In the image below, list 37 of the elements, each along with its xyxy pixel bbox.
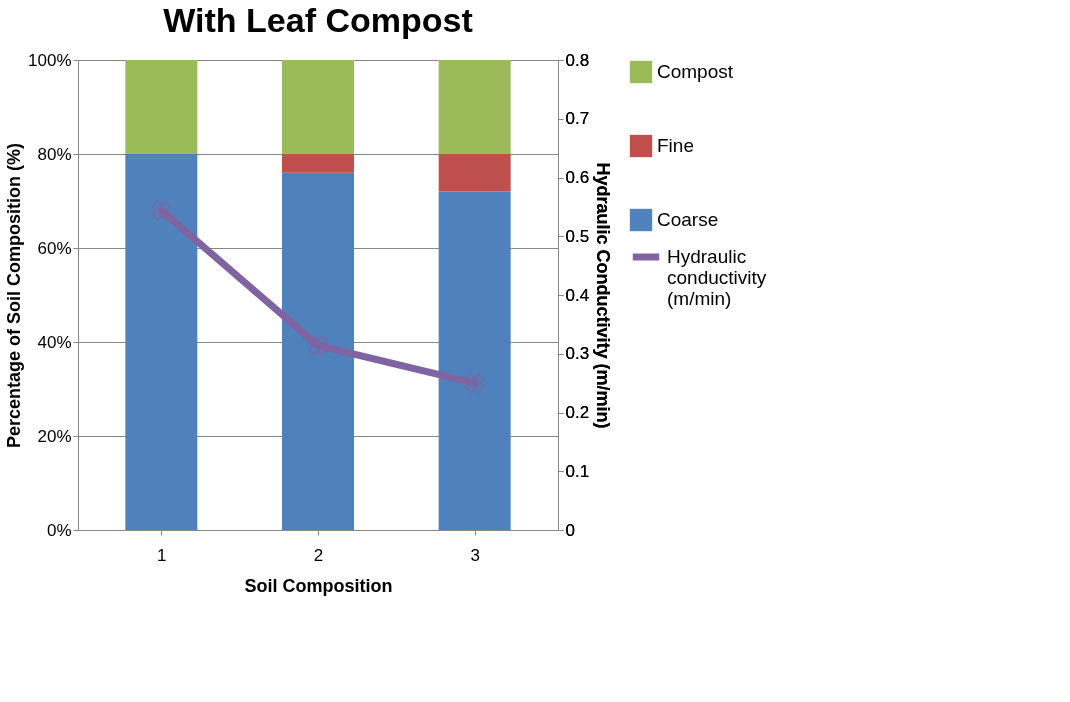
point bbox=[307, 335, 329, 356]
bar bbox=[438, 191, 511, 530]
y2-tick-label: 0.8 bbox=[565, 50, 590, 70]
y-tick-label: 80% bbox=[37, 144, 72, 164]
bar bbox=[282, 172, 354, 530]
bar bbox=[438, 60, 511, 154]
bar bbox=[282, 60, 354, 154]
y2-tick-label: 0.5 bbox=[565, 226, 590, 246]
point bbox=[151, 200, 172, 221]
y2-tick-label: 0.7 bbox=[565, 109, 590, 129]
bar bbox=[438, 154, 511, 192]
x-tick-label: 3 bbox=[470, 545, 480, 565]
y2-tick-label: 0.1 bbox=[565, 461, 590, 481]
chart-title: With Leaf Compost bbox=[163, 1, 473, 39]
legend-label: Compost bbox=[657, 61, 734, 82]
y2-axis-title: Hydraulic Conductivity (m/min) bbox=[593, 162, 614, 429]
legend-label: Hydraulic conductivity (m/min) bbox=[667, 246, 767, 309]
y-tick-label: 60% bbox=[37, 238, 72, 258]
x-tick-label: 1 bbox=[157, 545, 167, 565]
y2-tick-label: 0 bbox=[565, 520, 575, 540]
y-tick-label: 100% bbox=[28, 50, 72, 70]
y-tick-label: 20% bbox=[37, 426, 72, 446]
y-axis-title: Percentage of Soil Composition (%) bbox=[4, 142, 25, 449]
x-tick-label: 2 bbox=[313, 545, 324, 565]
legend-label: Fine bbox=[657, 135, 694, 156]
y2-tick-label: 0.4 bbox=[565, 285, 590, 305]
legend-label: Coarse bbox=[657, 209, 719, 230]
x-axis-title: Soil Composition bbox=[244, 575, 393, 596]
y-tick-label: 0% bbox=[46, 520, 72, 540]
y-tick-label: 40% bbox=[37, 332, 72, 352]
bar bbox=[282, 154, 354, 173]
point bbox=[464, 372, 485, 394]
y2-tick-label: 0.3 bbox=[565, 344, 590, 364]
y2-tick-label: 0.2 bbox=[565, 403, 590, 422]
bar bbox=[125, 154, 198, 530]
y2-tick-label: 0.6 bbox=[565, 168, 590, 187]
bar bbox=[125, 60, 198, 154]
